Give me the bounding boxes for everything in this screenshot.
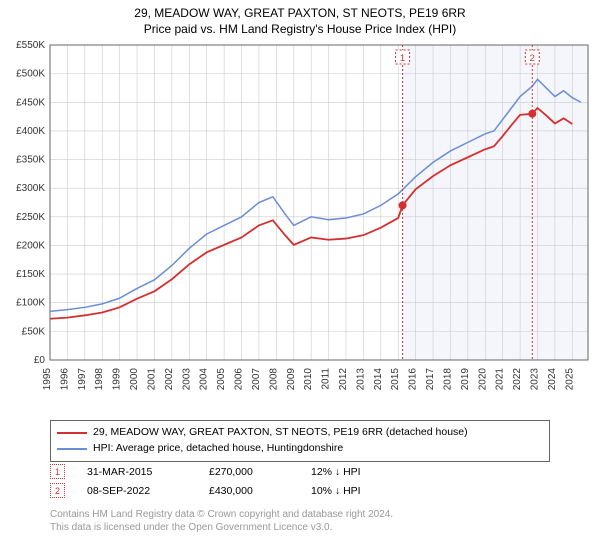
svg-text:1997: 1997 bbox=[77, 368, 88, 391]
svg-text:£550K: £550K bbox=[16, 40, 45, 51]
svg-text:2008: 2008 bbox=[268, 368, 279, 391]
sale-diff: 12% ↓ HPI bbox=[311, 466, 361, 478]
svg-text:£200K: £200K bbox=[16, 240, 45, 251]
svg-text:1996: 1996 bbox=[59, 368, 70, 391]
svg-text:2014: 2014 bbox=[373, 368, 384, 391]
footer-line1: Contains HM Land Registry data © Crown c… bbox=[50, 508, 393, 521]
svg-text:£450K: £450K bbox=[16, 97, 45, 108]
svg-text:£350K: £350K bbox=[16, 155, 45, 166]
svg-text:2010: 2010 bbox=[303, 368, 314, 391]
svg-text:2001: 2001 bbox=[146, 368, 157, 391]
sale-diff: 10% ↓ HPI bbox=[311, 485, 361, 497]
chart-container: 29, MEADOW WAY, GREAT PAXTON, ST NEOTS, … bbox=[0, 0, 600, 560]
svg-text:2011: 2011 bbox=[321, 368, 332, 390]
svg-text:2004: 2004 bbox=[199, 368, 210, 391]
title-line2: Price paid vs. HM Land Registry's House … bbox=[0, 22, 600, 38]
svg-text:£50K: £50K bbox=[22, 326, 46, 337]
svg-text:2005: 2005 bbox=[216, 368, 227, 391]
footer-line2: This data is licensed under the Open Gov… bbox=[50, 521, 393, 534]
svg-text:2019: 2019 bbox=[460, 368, 471, 391]
svg-text:2016: 2016 bbox=[408, 368, 419, 391]
svg-text:£100K: £100K bbox=[16, 298, 45, 309]
legend-item-hpi: HPI: Average price, detached house, Hunt… bbox=[57, 441, 543, 457]
sale-marker-icon: 2 bbox=[50, 483, 65, 498]
svg-text:2020: 2020 bbox=[477, 368, 488, 391]
svg-text:2003: 2003 bbox=[181, 368, 192, 391]
legend-swatch bbox=[57, 448, 87, 450]
svg-text:2018: 2018 bbox=[442, 368, 453, 391]
svg-text:2017: 2017 bbox=[425, 368, 436, 391]
line-chart: £0 £50K £100K £150K £200K £250K £300K £350K £400… bbox=[0, 40, 600, 415]
svg-text:2000: 2000 bbox=[129, 368, 140, 391]
svg-text:£150K: £150K bbox=[16, 269, 45, 280]
svg-text:2: 2 bbox=[530, 53, 535, 64]
svg-text:2015: 2015 bbox=[390, 368, 401, 391]
svg-text:1999: 1999 bbox=[112, 368, 123, 391]
sale-price: £430,000 bbox=[209, 485, 289, 497]
sale-date: 08-SEP-2022 bbox=[87, 485, 187, 497]
footer-attribution: Contains HM Land Registry data © Crown c… bbox=[50, 508, 393, 534]
svg-text:2023: 2023 bbox=[530, 368, 541, 391]
sale-row: 1 31-MAR-2015 £270,000 12% ↓ HPI bbox=[50, 464, 361, 479]
sale-price: £270,000 bbox=[209, 466, 289, 478]
svg-text:£0: £0 bbox=[34, 355, 46, 366]
sale-marker-icon: 1 bbox=[50, 464, 65, 479]
svg-text:2025: 2025 bbox=[564, 368, 575, 391]
legend-label: 29, MEADOW WAY, GREAT PAXTON, ST NEOTS, … bbox=[93, 425, 468, 441]
legend: 29, MEADOW WAY, GREAT PAXTON, ST NEOTS, … bbox=[50, 420, 550, 462]
svg-text:2012: 2012 bbox=[338, 368, 349, 391]
chart-area: £0 £50K £100K £150K £200K £250K £300K £350K £400… bbox=[0, 40, 600, 415]
sale-row: 2 08-SEP-2022 £430,000 10% ↓ HPI bbox=[50, 483, 361, 498]
svg-text:1: 1 bbox=[400, 53, 405, 64]
svg-text:£250K: £250K bbox=[16, 212, 45, 223]
svg-text:2006: 2006 bbox=[234, 368, 245, 391]
svg-text:£500K: £500K bbox=[16, 69, 45, 80]
svg-text:£300K: £300K bbox=[16, 183, 45, 194]
svg-text:2007: 2007 bbox=[251, 368, 262, 391]
legend-item-property: 29, MEADOW WAY, GREAT PAXTON, ST NEOTS, … bbox=[57, 425, 543, 441]
legend-swatch bbox=[57, 432, 87, 434]
svg-text:2021: 2021 bbox=[495, 368, 506, 391]
legend-label: HPI: Average price, detached house, Hunt… bbox=[93, 441, 343, 457]
svg-text:2024: 2024 bbox=[547, 368, 558, 391]
sales-table: 1 31-MAR-2015 £270,000 12% ↓ HPI 2 08-SE… bbox=[50, 464, 361, 502]
svg-text:1995: 1995 bbox=[42, 368, 53, 391]
svg-text:2009: 2009 bbox=[286, 368, 297, 391]
svg-text:1998: 1998 bbox=[94, 368, 105, 391]
sale-date: 31-MAR-2015 bbox=[87, 466, 187, 478]
svg-text:2013: 2013 bbox=[355, 368, 366, 391]
chart-title: 29, MEADOW WAY, GREAT PAXTON, ST NEOTS, … bbox=[0, 0, 600, 37]
title-line1: 29, MEADOW WAY, GREAT PAXTON, ST NEOTS, … bbox=[0, 6, 600, 22]
svg-text:2002: 2002 bbox=[164, 368, 175, 391]
svg-text:£400K: £400K bbox=[16, 126, 45, 137]
svg-text:2022: 2022 bbox=[512, 368, 523, 391]
